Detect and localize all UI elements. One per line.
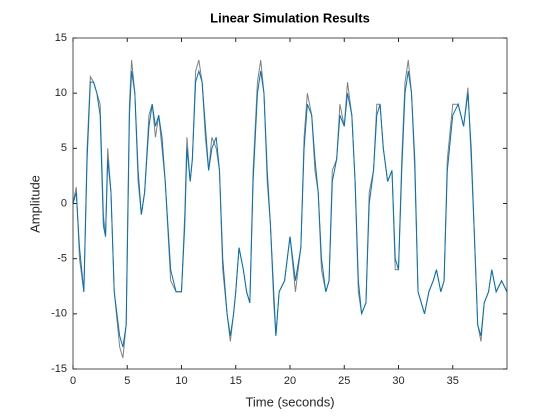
series-line bbox=[72, 69, 508, 348]
x-tick-label: 25 bbox=[338, 375, 350, 387]
y-tick-label: -10 bbox=[51, 308, 67, 320]
x-tick-label: 10 bbox=[175, 375, 187, 387]
y-axis-label: Amplitude bbox=[27, 175, 42, 233]
y-tick-label: 0 bbox=[61, 197, 67, 209]
x-tick-label: 15 bbox=[230, 375, 242, 387]
y-tick-label: -15 bbox=[51, 363, 67, 375]
x-tick-label: 35 bbox=[447, 375, 459, 387]
axes-box bbox=[72, 37, 508, 370]
x-tick-label: 30 bbox=[392, 375, 404, 387]
y-tick-label: 5 bbox=[61, 142, 67, 154]
x-axis-label: Time (seconds) bbox=[245, 394, 334, 409]
x-tick-label: 0 bbox=[70, 375, 76, 387]
chart-title: Linear Simulation Results bbox=[210, 10, 370, 25]
y-tick-label: -5 bbox=[57, 253, 67, 265]
y-tick-label: 10 bbox=[55, 87, 67, 99]
y-tick-label: 15 bbox=[55, 32, 67, 44]
x-tick-label: 5 bbox=[124, 375, 130, 387]
plot-area bbox=[73, 38, 507, 369]
x-tick-label: 20 bbox=[284, 375, 296, 387]
